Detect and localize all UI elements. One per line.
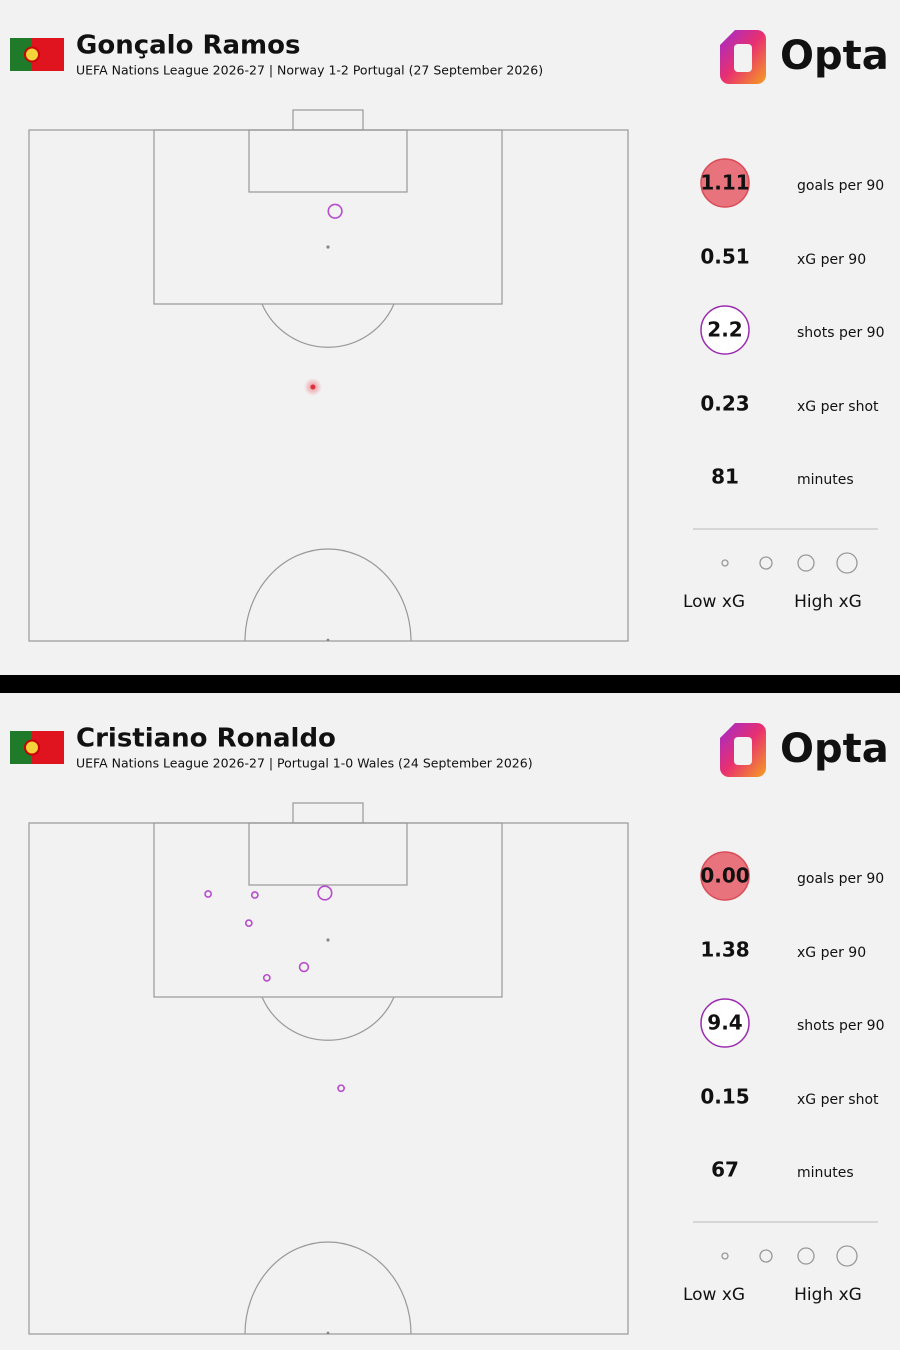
stat-label: minutes (797, 472, 854, 488)
stat-value: 1.11 (700, 171, 749, 195)
shots-badge (700, 305, 750, 355)
stat-value: 2.2 (707, 318, 742, 342)
flag-emblem (24, 739, 40, 756)
six-yard-box (248, 129, 408, 193)
stat-value: 9.4 (707, 1011, 742, 1035)
legend-low: Low xG (683, 1285, 745, 1305)
stat-value: 1.38 (700, 938, 749, 962)
shot (317, 885, 333, 901)
goals-badge (700, 158, 750, 208)
centre-circle (244, 548, 412, 642)
logo-inner (734, 44, 752, 72)
legend-circle (721, 1252, 729, 1260)
stat-value: 0.15 (700, 1085, 749, 1109)
shot (327, 203, 343, 219)
logo-inner (734, 737, 752, 765)
stat-value: 0.51 (700, 245, 749, 269)
stat-label: goals per 90 (797, 871, 884, 887)
legend-high: High xG (794, 1285, 862, 1305)
separator (0, 675, 900, 693)
shot (298, 961, 310, 973)
centre-circle (244, 1241, 412, 1335)
stat-value: 0.00 (700, 864, 749, 888)
flag-green (10, 38, 32, 71)
stat-label: xG per shot (797, 1092, 879, 1108)
flag-green (10, 731, 32, 764)
goal-shot (310, 384, 316, 390)
legend-circle (721, 559, 729, 567)
stat-value: 81 (711, 465, 739, 489)
stat-label: xG per 90 (797, 252, 866, 268)
shot (204, 890, 212, 898)
shot (337, 1084, 345, 1093)
centre-spot (326, 638, 330, 642)
brand: Opta (780, 726, 889, 772)
stat-label: minutes (797, 1165, 854, 1181)
legend-circle (836, 1245, 858, 1267)
legend-circle (797, 554, 815, 572)
flag-emblem (24, 46, 40, 63)
stat-label: shots per 90 (797, 325, 885, 341)
stat-label: xG per shot (797, 399, 879, 415)
player-name: Gonçalo Ramos (76, 31, 301, 61)
six-yard-box (248, 822, 408, 886)
penalty-arc (261, 303, 395, 348)
legend-circle (836, 552, 858, 574)
brand: Opta (780, 33, 889, 79)
legend-low: Low xG (683, 592, 745, 612)
goals-badge (700, 851, 750, 901)
legend-circle (759, 1249, 773, 1263)
stat-label: xG per 90 (797, 945, 866, 961)
panel: Cristiano Ronaldo UEFA Nations League 202… (10, 723, 889, 1335)
shot (262, 973, 271, 982)
shots-badge (700, 998, 750, 1048)
subtitle: UEFA Nations League 2026-27 | Portugal 1… (76, 756, 533, 771)
stat-label: goals per 90 (797, 178, 884, 194)
legend-high: High xG (794, 592, 862, 612)
panel: Gonçalo Ramos UEFA Nations League 2026-27… (10, 30, 889, 642)
legend-circle (759, 556, 773, 570)
stat-value: 67 (711, 1158, 739, 1182)
penalty-spot (326, 245, 330, 249)
subtitle: UEFA Nations League 2026-27 | Norway 1-2… (76, 63, 543, 78)
centre-spot (326, 1331, 330, 1335)
penalty-arc (261, 996, 395, 1041)
shot (250, 891, 259, 899)
stat-value: 0.23 (700, 392, 749, 416)
penalty-spot (326, 938, 330, 942)
legend-circle (797, 1247, 815, 1265)
shot (244, 919, 253, 928)
stat-label: shots per 90 (797, 1018, 885, 1034)
player-name: Cristiano Ronaldo (76, 724, 336, 754)
